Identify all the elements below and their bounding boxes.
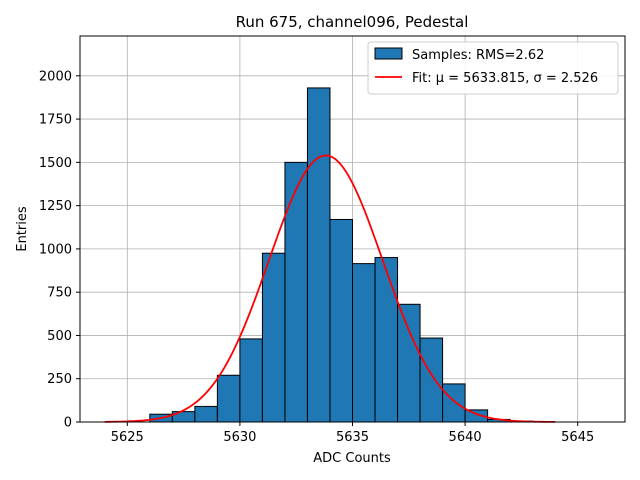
y-tick-label: 500 xyxy=(47,329,72,344)
y-tick-label: 750 xyxy=(47,286,72,301)
histogram-bar xyxy=(194,405,218,423)
x-tick-label: 5640 xyxy=(449,430,482,445)
x-tick-label: 5630 xyxy=(223,430,256,445)
histogram-bar xyxy=(397,303,421,423)
histogram-bar xyxy=(216,374,241,423)
y-axis-ticks: 0 250 500 750 1000 1250 1500 1750 2000 xyxy=(39,69,80,431)
x-axis-ticks: 5625 5630 5635 5640 5645 xyxy=(111,422,594,445)
histogram-bar xyxy=(374,257,399,423)
histogram-bar xyxy=(284,161,308,423)
y-tick-label: 1250 xyxy=(39,199,72,214)
histogram-bar xyxy=(419,337,444,423)
histogram-bar xyxy=(261,252,286,423)
y-tick-label: 2000 xyxy=(39,69,72,84)
histogram-bar xyxy=(306,87,331,423)
histogram-bar xyxy=(352,263,376,423)
histogram-bar xyxy=(329,218,353,423)
y-tick-label: 250 xyxy=(47,372,72,387)
histogram-bar xyxy=(442,383,466,423)
x-tick-label: 5635 xyxy=(336,430,369,445)
x-axis-label: ADC Counts xyxy=(313,451,391,466)
legend-box xyxy=(367,41,619,95)
gaussian-fit-curve xyxy=(104,154,556,423)
y-tick-label: 1000 xyxy=(39,242,72,257)
x-tick-label: 5645 xyxy=(561,430,594,445)
y-tick-label: 1500 xyxy=(39,156,72,171)
legend-samples-label: Samples: RMS=2.62 xyxy=(412,48,544,63)
y-tick-label: 0 xyxy=(64,416,72,431)
legend-samples-patch xyxy=(374,47,403,60)
legend-fit-label: Fit: μ = 5633.815, σ = 2.526 xyxy=(412,71,598,86)
chart-title: Run 675, channel096, Pedestal xyxy=(236,13,469,31)
y-axis-label: Entries xyxy=(15,206,30,252)
legend: Samples: RMS=2.62 Fit: μ = 5633.815, σ =… xyxy=(367,41,619,95)
x-tick-label: 5625 xyxy=(111,430,144,445)
histogram-bar xyxy=(239,338,263,423)
y-tick-label: 1750 xyxy=(39,113,72,128)
histogram-bars xyxy=(149,87,534,423)
